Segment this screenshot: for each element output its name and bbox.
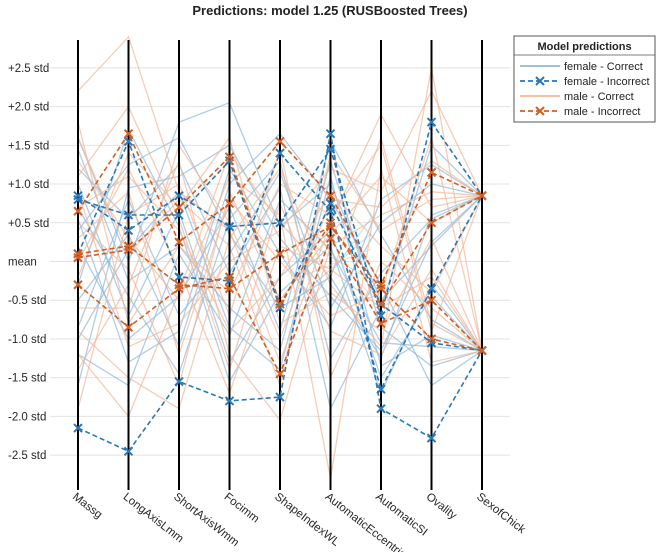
convergence-line bbox=[299, 237, 372, 281]
male-incorrect-marker bbox=[224, 272, 235, 282]
y-tick-label: +1.0 std bbox=[8, 179, 49, 191]
male-incorrect-marker bbox=[224, 152, 235, 162]
male-incorrect-marker bbox=[174, 237, 184, 247]
legend-label: female - Incorrect bbox=[564, 76, 650, 88]
male-incorrect-marker bbox=[477, 345, 487, 356]
y-tick-label: +1.5 std bbox=[8, 140, 49, 152]
female-incorrect-marker bbox=[73, 190, 83, 201]
male-incorrect-marker bbox=[376, 283, 386, 294]
male-incorrect-marker bbox=[275, 136, 285, 147]
male-incorrect-marker bbox=[376, 318, 386, 329]
female-incorrect-marker bbox=[426, 338, 437, 348]
male-incorrect-marker bbox=[275, 249, 285, 259]
male-incorrect-marker bbox=[426, 167, 437, 178]
legend-marker bbox=[535, 76, 545, 86]
female-incorrect-marker bbox=[376, 384, 386, 395]
male-incorrect-marker bbox=[224, 198, 235, 209]
legend: Model predictions female - Correctfemale… bbox=[513, 35, 656, 123]
legend-entries: female - Correct female - Incorrect male -… bbox=[520, 61, 650, 118]
legend-label: female - Correct bbox=[564, 61, 643, 73]
male-incorrect-marker bbox=[174, 283, 184, 294]
convergence-line bbox=[299, 218, 372, 296]
legend-title: Model predictions bbox=[537, 41, 631, 53]
male-incorrect-marker bbox=[325, 221, 336, 232]
female-incorrect-marker bbox=[123, 225, 134, 236]
y-tick-label: -1.0 std bbox=[8, 334, 46, 346]
male-incorrect-marker bbox=[325, 233, 336, 243]
male-incorrect-marker bbox=[275, 369, 285, 379]
male-incorrect-marker bbox=[426, 218, 437, 228]
female-incorrect-marker bbox=[73, 194, 83, 205]
female-incorrect-line bbox=[77, 133, 483, 453]
legend-label: male - Incorrect bbox=[564, 106, 640, 118]
male-incorrect-marker bbox=[73, 252, 83, 263]
female-incorrect-line bbox=[77, 159, 483, 352]
y-tick-label: +0.5 std bbox=[8, 218, 49, 230]
male-incorrect-marker bbox=[325, 218, 336, 228]
male-incorrect-marker bbox=[426, 295, 437, 305]
female-incorrect-marker bbox=[426, 433, 437, 443]
male-incorrect-marker bbox=[174, 202, 184, 212]
male-incorrect-marker bbox=[73, 206, 83, 216]
y-tick-labels: +2.5 std +2.0 std +1.5 std +1.0 std +0.5 std… bbox=[8, 63, 49, 462]
female-incorrect-marker bbox=[426, 117, 437, 127]
male-incorrect-marker bbox=[426, 334, 437, 344]
male-incorrect-marker bbox=[174, 280, 184, 290]
female-incorrect-marker bbox=[325, 128, 336, 139]
y-tick-label: -2.5 std bbox=[8, 450, 46, 462]
y-tick-label: -2.0 std bbox=[8, 411, 46, 423]
convergence-line bbox=[299, 248, 372, 278]
male-incorrect-marker bbox=[224, 283, 235, 294]
female-incorrect-marker bbox=[174, 190, 184, 201]
y-tick-label: +2.5 std bbox=[8, 63, 49, 75]
convergence-line bbox=[299, 217, 372, 317]
legend-marker bbox=[535, 106, 545, 116]
y-tick-label: -0.5 std bbox=[8, 295, 46, 307]
female-incorrect-marker bbox=[275, 303, 285, 313]
incorrect-prediction-lines bbox=[73, 117, 487, 456]
female-incorrect-marker bbox=[224, 396, 235, 406]
male-incorrect-marker bbox=[477, 190, 487, 201]
female-incorrect-marker bbox=[174, 210, 184, 220]
female-incorrect-marker bbox=[123, 446, 134, 456]
legend-label: male - Correct bbox=[564, 91, 634, 103]
female-incorrect-marker bbox=[174, 376, 184, 387]
male-incorrect-marker bbox=[123, 322, 134, 333]
female-incorrect-marker bbox=[73, 423, 83, 433]
male-incorrect-marker bbox=[123, 128, 134, 139]
male-incorrect-marker bbox=[73, 280, 83, 290]
female-incorrect-marker bbox=[325, 144, 336, 154]
female-incorrect-marker bbox=[275, 392, 285, 402]
male-incorrect-marker bbox=[376, 280, 386, 290]
female-incorrect-marker bbox=[123, 210, 134, 220]
female-incorrect-marker bbox=[174, 272, 184, 282]
male-incorrect-marker bbox=[123, 241, 134, 251]
y-tick-label: +2.0 std bbox=[8, 102, 49, 114]
male-incorrect-marker bbox=[275, 299, 285, 309]
male-incorrect-marker bbox=[376, 299, 386, 309]
female-incorrect-marker bbox=[426, 283, 437, 294]
female-incorrect-marker bbox=[376, 403, 386, 414]
female-incorrect-marker bbox=[275, 218, 285, 228]
female-incorrect-marker bbox=[275, 148, 285, 158]
female-incorrect-marker bbox=[224, 221, 235, 232]
chart-title: Predictions: model 1.25 (RUSBoosted Tree… bbox=[192, 3, 467, 18]
male-incorrect-marker bbox=[325, 190, 336, 201]
y-tick-label: -1.5 std bbox=[8, 373, 46, 385]
y-tick-label: mean bbox=[8, 257, 37, 269]
male-incorrect-marker bbox=[73, 249, 83, 259]
